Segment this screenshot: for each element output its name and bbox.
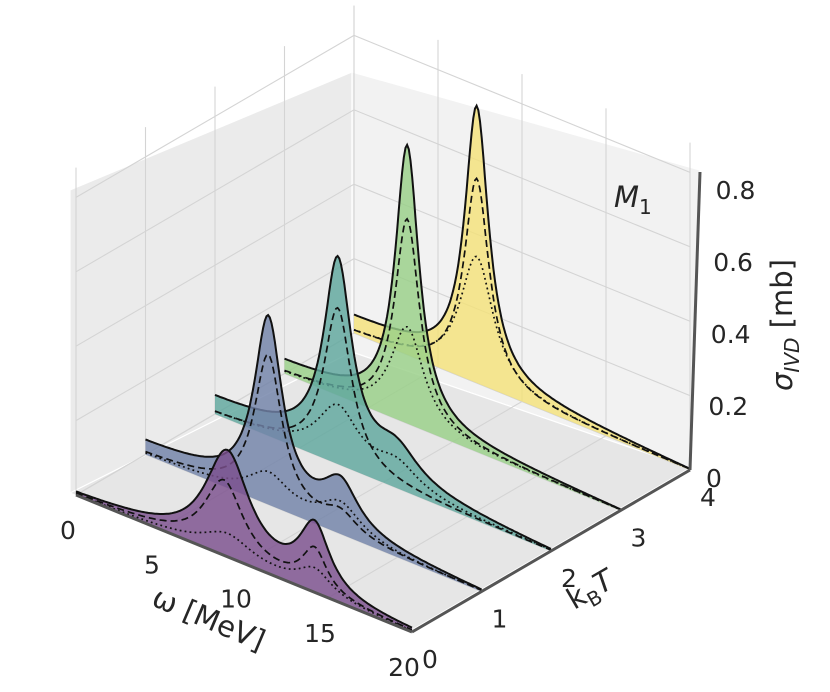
series-dotted-line-kbt-0 [75,493,413,632]
series-area-kbt-0 [76,449,412,632]
z-ticks: 0 0.2 0.4 0.6 0.8 [706,176,755,493]
panel-annotation: M1 [614,180,652,219]
x-tick-label: 0 [60,516,76,545]
x-tick-label: 20 [388,653,420,682]
y-tick-label: 4 [700,483,716,512]
series-area-kbt-3 [284,144,621,511]
y-tick-label: 2 [561,564,577,593]
y-tick-label: 3 [631,524,647,553]
y-axis-line [411,468,691,634]
y-tick-label: 1 [492,605,508,634]
series-dotted-line-kbt-3 [284,325,621,511]
x-tick-label: 15 [304,619,336,648]
grid-line-z [75,183,691,347]
series-area-kbt-4 [354,105,690,470]
grid-line-z [75,34,691,198]
data-curves [75,103,691,632]
z-axis-label: σIVD [mb] [765,259,804,391]
grid-line-z [75,109,691,273]
y-tick-label: 0 [422,645,438,674]
series-dashed-line-kbt-0 [75,478,413,631]
y-ticks: 0 1 2 3 4 [422,483,716,674]
series-total-line-kbt-1 [145,313,482,591]
x-tick-label: 10 [220,585,252,614]
z-tick-label: 0.6 [713,248,753,277]
series-dotted-line-kbt-4 [353,255,691,470]
z-tick-label: 0.4 [711,320,751,349]
z-tick-label: 0.2 [708,392,748,421]
z-axis-line [688,171,702,471]
x-tick-label: 5 [144,550,160,579]
z-tick-label: 0 [706,464,722,493]
grid-line-z [75,257,691,422]
z-tick-label: 0.8 [716,176,756,205]
series-total-line-kbt-0 [75,448,413,629]
x-ticks: 0 5 10 15 20 [60,516,420,682]
x-axis-line [75,493,413,634]
series-dashed-line-kbt-1 [145,353,482,591]
